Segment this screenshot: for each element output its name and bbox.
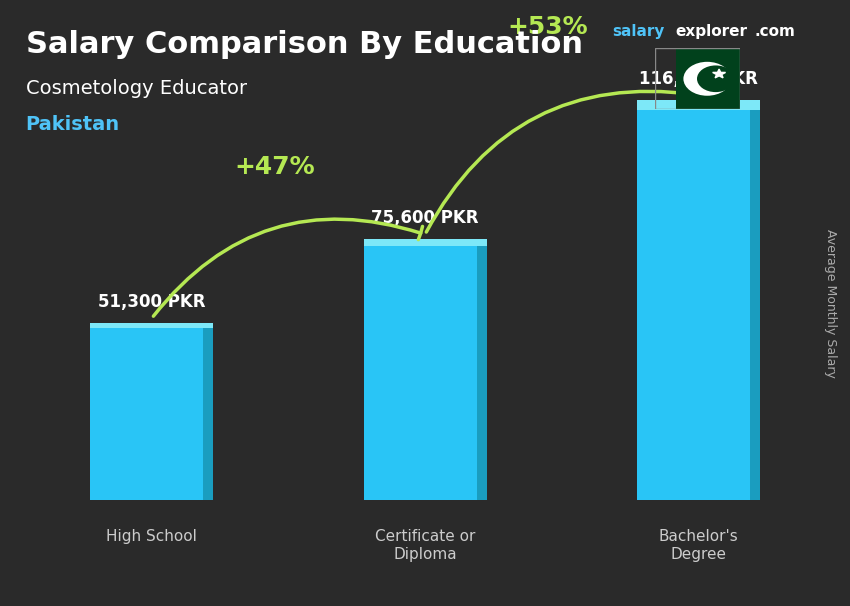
Text: Bachelor's
Degree: Bachelor's Degree [659, 529, 738, 562]
FancyBboxPatch shape [90, 323, 213, 328]
Text: +47%: +47% [235, 155, 315, 179]
Text: High School: High School [106, 529, 197, 544]
Text: 75,600 PKR: 75,600 PKR [371, 209, 479, 227]
FancyBboxPatch shape [364, 239, 486, 246]
Circle shape [683, 62, 731, 96]
FancyBboxPatch shape [90, 323, 213, 501]
Text: salary: salary [612, 24, 665, 39]
FancyBboxPatch shape [750, 100, 760, 501]
FancyBboxPatch shape [364, 239, 486, 501]
FancyBboxPatch shape [477, 239, 486, 501]
Circle shape [697, 65, 734, 92]
Text: Average Monthly Salary: Average Monthly Salary [824, 228, 837, 378]
Text: +53%: +53% [507, 15, 588, 39]
FancyBboxPatch shape [637, 100, 760, 501]
Text: .com: .com [755, 24, 796, 39]
Bar [676, 48, 740, 109]
FancyBboxPatch shape [637, 100, 760, 110]
Text: 51,300 PKR: 51,300 PKR [98, 293, 206, 311]
Text: Cosmetology Educator: Cosmetology Educator [26, 79, 246, 98]
Text: Certificate or
Diploma: Certificate or Diploma [375, 529, 475, 562]
FancyBboxPatch shape [203, 323, 213, 501]
Polygon shape [712, 69, 726, 78]
Text: explorer: explorer [676, 24, 748, 39]
Text: 116,000 PKR: 116,000 PKR [639, 70, 757, 88]
Text: Salary Comparison By Education: Salary Comparison By Education [26, 30, 582, 59]
Text: Pakistan: Pakistan [26, 115, 120, 134]
